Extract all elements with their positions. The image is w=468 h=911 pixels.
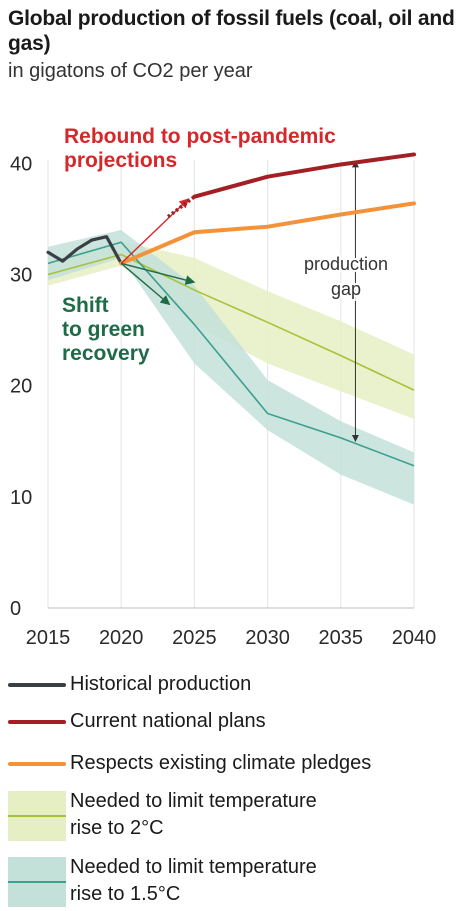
- rebound-dotted-link: [166, 195, 196, 219]
- y-tick-label-30: 30: [10, 265, 32, 287]
- legend-swatch-limit-2c: [8, 791, 66, 841]
- x-tick-label-2035: 2035: [319, 627, 364, 649]
- legend-label-limit-2c-line1: Needed to limit temperature: [70, 790, 317, 812]
- legend-label-pledges: Respects existing climate pledges: [70, 752, 372, 774]
- legend-label-limit-2c-line2: rise to 2°C: [70, 817, 164, 839]
- x-tick-label-2025: 2025: [172, 627, 217, 649]
- annotation-production-gap-line-1: production: [304, 254, 388, 274]
- line-respects-existing-climate-pledges: [119, 201, 416, 266]
- annotation-green-recovery-line-2: to green: [62, 318, 145, 341]
- chart-title: Global production of fossil fuels (coal,…: [8, 7, 455, 55]
- legend-swatch-limit-2c-line: [8, 815, 66, 817]
- legend-label-limit-15c-line1: Needed to limit temperature: [70, 856, 317, 878]
- line-historical-production: [46, 235, 123, 265]
- band-needed-to-limit-temperature-rise-to-2-c: [48, 241, 414, 420]
- legend-swatch-pledges: [8, 762, 66, 766]
- legend-label-national-plans: Current national plans: [70, 710, 266, 732]
- chart-subtitle: in gigatons of CO2 per year: [8, 60, 253, 82]
- green-arrow-15c: [120, 262, 171, 306]
- green-arrow-2c: [121, 262, 196, 285]
- x-tick-label-2040: 2040: [392, 627, 437, 649]
- y-tick-label-40: 40: [10, 153, 32, 175]
- annotation-green-recovery-line-3: recovery: [62, 342, 150, 365]
- legend-label-limit-2c: Needed to limit temperature rise to 2°C: [70, 788, 317, 842]
- legend-swatch-historical: [8, 683, 66, 687]
- annotation-rebound-line-1: Rebound to post-pandemic: [64, 125, 336, 148]
- legend-swatch-limit-15c-line: [8, 881, 66, 883]
- legend-label-limit-15c: Needed to limit temperature rise to 1.5°…: [70, 854, 317, 908]
- y-tick-label-20: 20: [10, 376, 32, 398]
- legend-swatch-national-plans: [8, 720, 66, 724]
- legend-label-historical: Historical production: [70, 673, 252, 695]
- x-tick-label-2020: 2020: [99, 627, 144, 649]
- annotation-production-gap-line-2: gap: [331, 279, 361, 299]
- x-tick-label-2015: 2015: [26, 627, 71, 649]
- legend-label-limit-15c-line2: rise to 1.5°C: [70, 883, 181, 905]
- y-tick-label-10: 10: [10, 487, 32, 509]
- band-needed-to-limit-temperature-rise-to-1-5-c: [48, 230, 414, 505]
- line-current-national-plans: [192, 152, 416, 199]
- legend-swatch-limit-15c: [8, 857, 66, 907]
- y-tick-label-0: 0: [10, 598, 21, 620]
- x-tick-label-2030: 2030: [245, 627, 290, 649]
- title-block: Global production of fossil fuels (coal,…: [8, 6, 458, 84]
- annotation-green-recovery-line-1: Shift: [62, 294, 109, 317]
- annotation-rebound-line-2: projections: [64, 149, 177, 172]
- line-needed-to-limit-temperature-rise-to-1-5-c: [47, 241, 415, 467]
